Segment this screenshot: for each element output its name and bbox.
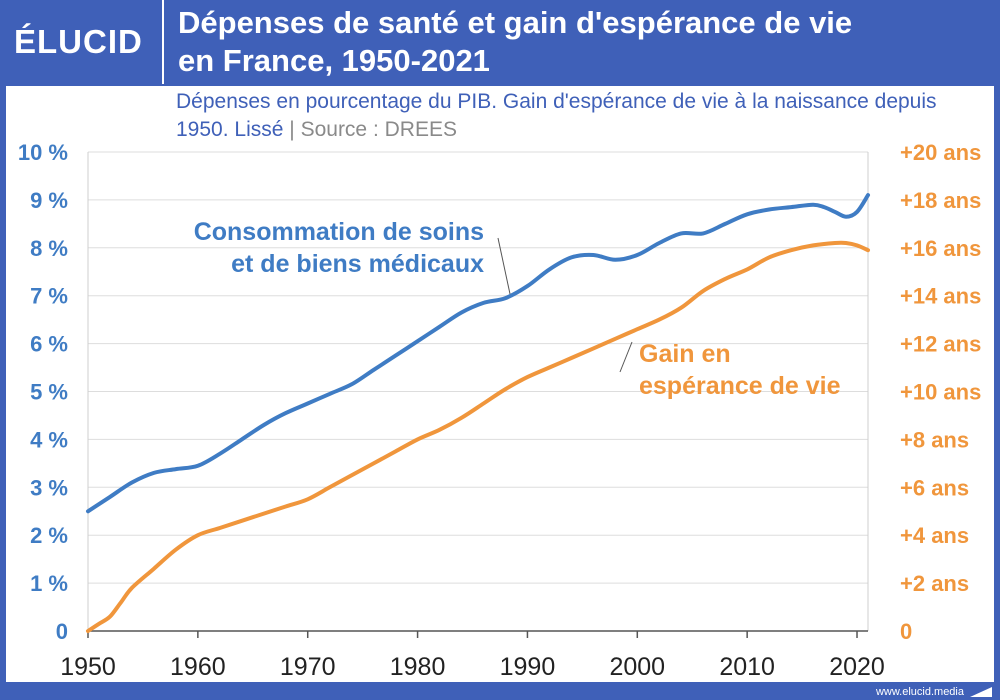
series-label-leader-life — [619, 341, 633, 373]
y-right-tick-label: +4 ans — [900, 523, 969, 548]
chart-panel: Dépenses en pourcentage du PIB. Gain d'e… — [6, 86, 994, 682]
chart-title-line-1: Dépenses de santé et gain d'espérance de… — [178, 5, 853, 40]
y-left-tick-label: 0 — [56, 619, 68, 644]
chart-title: Dépenses de santé et gain d'espérance de… — [178, 4, 988, 80]
series-label-life-line-1: Gain en — [639, 340, 731, 368]
x-tick-label: 1990 — [500, 653, 556, 681]
elucid-mark-icon — [970, 687, 992, 697]
y-left-tick-label: 6 % — [30, 332, 68, 357]
series-line-health-spending — [86, 193, 870, 514]
y-left-tick-label: 8 % — [30, 236, 68, 261]
series-label-life-line-2: espérance de vie — [639, 372, 841, 400]
y-left-tick-label: 2 % — [30, 523, 68, 548]
series-label-health-line-2: et de biens médicaux — [231, 250, 484, 278]
x-tick-label: 2000 — [609, 653, 665, 681]
y-right-tick-label: +12 ans — [900, 332, 981, 357]
chart-title-line-2: en France, 1950-2021 — [178, 43, 490, 78]
y-left-tick-label: 3 % — [30, 475, 68, 500]
x-tick-label: 1980 — [390, 653, 446, 681]
x-tick-label: 1960 — [170, 653, 226, 681]
series-label-leader-health — [497, 237, 511, 295]
y-right-tick-label: +20 ans — [900, 140, 981, 165]
y-right-tick-label: +8 ans — [900, 427, 969, 452]
y-right-tick-label: +14 ans — [900, 284, 981, 309]
chart-svg: 0 0 1 % +2 ans 2 % +4 ans 3 % +6 ans 4 % +8 ans 5 … — [18, 140, 982, 681]
series-label-health-line-1: Consommation de soins — [194, 218, 484, 246]
x-tick-label: 2020 — [829, 653, 885, 681]
x-tick-label: 1950 — [60, 653, 116, 681]
subtitle-text: Dépenses en pourcentage du PIB. Gain d'e… — [176, 90, 937, 141]
y-left-tick-label: 7 % — [30, 284, 68, 309]
y-right-tick-label: +16 ans — [900, 236, 981, 261]
chart-subtitle: Dépenses en pourcentage du PIB. Gain d'e… — [176, 88, 976, 144]
header-divider — [162, 0, 164, 84]
series-line-life-expectancy-gain — [86, 240, 870, 633]
x-tick-label: 2010 — [719, 653, 775, 681]
source-label: Source : DREES — [300, 118, 457, 141]
y-right-tick-label: +6 ans — [900, 475, 969, 500]
elucid-logo: ÉLUCID — [14, 23, 143, 60]
x-tick-label: 1970 — [280, 653, 336, 681]
y-left-tick-label: 5 % — [30, 380, 68, 405]
y-left-tick-label: 10 % — [18, 140, 68, 165]
y-right-tick-label: +18 ans — [900, 188, 981, 213]
y-left-tick-label: 9 % — [30, 188, 68, 213]
subtitle-separator: | — [289, 118, 295, 141]
y-right-tick-label: +10 ans — [900, 380, 981, 405]
y-right-tick-label: +2 ans — [900, 571, 969, 596]
y-left-tick-label: 4 % — [30, 427, 68, 452]
footer-url: www.elucid.media — [875, 686, 964, 698]
y-right-tick-label: 0 — [900, 619, 912, 644]
y-left-tick-label: 1 % — [30, 571, 68, 596]
